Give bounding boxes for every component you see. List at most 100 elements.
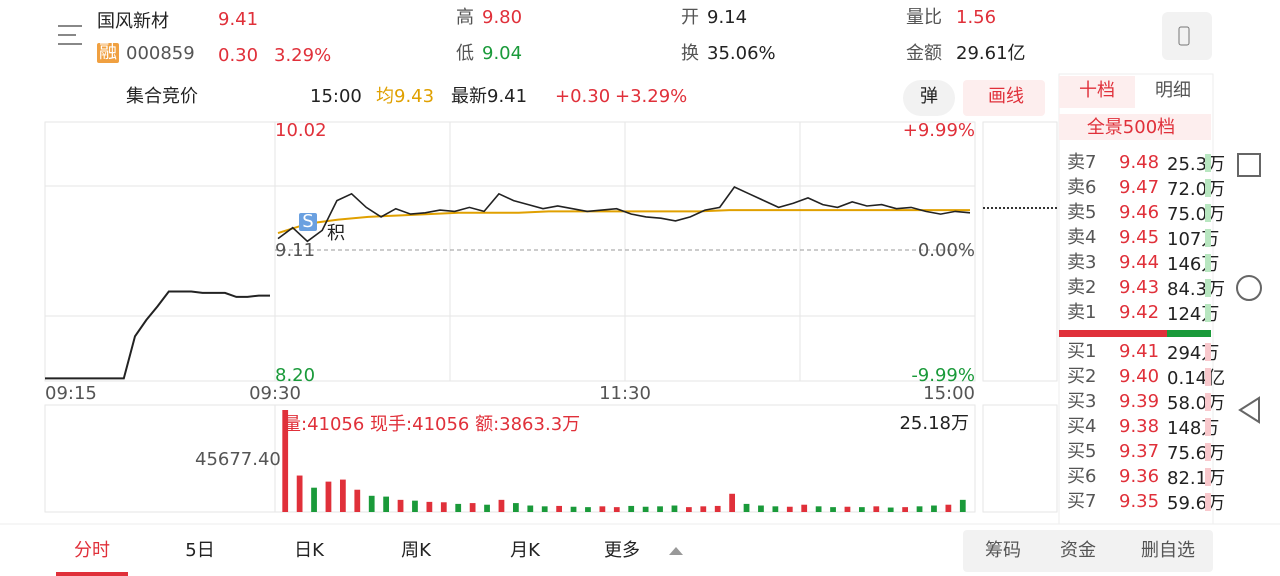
volume-bar — [556, 505, 563, 512]
book-label: 买7 — [1067, 491, 1096, 512]
book-volume: 82.1万 — [1167, 468, 1225, 489]
bottom-tab[interactable]: 日K — [294, 540, 325, 561]
book-volume-bar — [1205, 204, 1211, 222]
bottom-tab[interactable]: 周K — [401, 540, 432, 561]
time-label: 09:30 — [249, 383, 301, 404]
bottom-tab[interactable]: 月K — [510, 540, 541, 561]
subtab[interactable]: 全景500档 — [1087, 117, 1175, 138]
book-volume-bar — [1205, 304, 1211, 322]
stock-name: 国风新材 — [97, 11, 169, 32]
menu-icon[interactable] — [58, 25, 82, 45]
volume-bar — [743, 503, 750, 512]
book-price: 9.37 — [1119, 441, 1159, 462]
tab[interactable]: 十档 — [1079, 80, 1115, 101]
tab-active-bg — [1059, 76, 1135, 108]
volume-bar — [786, 506, 793, 512]
stat-value: 35.06% — [707, 43, 776, 64]
avg: 均9.43 — [376, 86, 434, 107]
book-volume: 25.3万 — [1167, 154, 1225, 175]
book-volume-bar — [1205, 493, 1211, 511]
stat-value: 9.80 — [482, 7, 522, 28]
bottom-tab[interactable]: 5日 — [185, 540, 214, 561]
volume-bar — [931, 505, 937, 512]
book-label: 买2 — [1067, 366, 1096, 387]
stat-value: 9.14 — [707, 7, 747, 28]
bottom-buttons-bg — [963, 530, 1213, 572]
volume-bar — [354, 489, 361, 512]
volume-bar — [282, 410, 289, 512]
volume-bar — [772, 506, 779, 512]
time-label: 09:15 — [45, 383, 97, 404]
volume-bar — [426, 501, 433, 512]
book-price: 9.40 — [1119, 366, 1159, 387]
draw-button[interactable] — [963, 80, 1045, 116]
bottom-tab[interactable]: 分时 — [74, 540, 110, 561]
book-volume-bar — [1205, 368, 1211, 386]
volume-bar — [642, 506, 649, 512]
volume-bar — [527, 505, 534, 512]
book-volume-bar — [1205, 279, 1211, 297]
book-volume: 84.3万 — [1167, 279, 1225, 300]
book-volume: 146万 — [1167, 254, 1219, 275]
buy-bar — [1167, 330, 1211, 337]
volume-text: 量:41056 现手:41056 额:3863.3万 — [283, 414, 580, 435]
volume-bar — [873, 506, 880, 512]
bottom-button[interactable]: 删自选 — [1141, 540, 1195, 561]
book-volume-bar — [1205, 443, 1211, 461]
device-button[interactable] — [1162, 12, 1212, 60]
bottom-button[interactable]: 筹码 — [985, 540, 1021, 561]
info-pct: +3.29% — [615, 86, 687, 107]
draw-label[interactable]: 画线 — [988, 86, 1024, 107]
book-label: 卖3 — [1067, 252, 1096, 273]
volume-bar — [585, 507, 591, 512]
book-volume-bar — [1205, 393, 1211, 411]
book-volume: 0.14亿 — [1167, 368, 1225, 389]
stat-label: 高 — [456, 7, 474, 28]
bottom-button[interactable]: 资金 — [1060, 540, 1096, 561]
more-arrow — [669, 547, 683, 555]
stat-label: 量比 — [906, 7, 942, 28]
book-volume: 72.0万 — [1167, 179, 1225, 200]
volume-bar — [339, 479, 346, 512]
volume-bar — [844, 506, 851, 512]
auction-volume: 45677.40 — [195, 449, 281, 470]
volume-bar — [858, 507, 865, 512]
volume-bar — [830, 507, 836, 512]
tab[interactable]: 明细 — [1155, 80, 1191, 101]
pct-top: +9.99% — [903, 120, 975, 141]
sell-bar — [1059, 330, 1167, 337]
nav-back[interactable] — [1238, 396, 1260, 424]
book-volume: 58.0万 — [1167, 393, 1225, 414]
stat-label: 换 — [681, 43, 699, 64]
marker-ji: 积 — [327, 223, 345, 244]
change: 0.30 — [218, 45, 258, 66]
grid — [44, 121, 1058, 513]
badge: 融 — [99, 42, 117, 63]
volume-bar — [325, 481, 332, 512]
pop-button[interactable] — [903, 80, 955, 116]
pct-bottom: -9.99% — [911, 365, 975, 386]
book-label: 买4 — [1067, 416, 1096, 437]
book-label: 卖7 — [1067, 152, 1096, 173]
volume-bar — [758, 505, 764, 512]
bottom-tab[interactable]: 更多 — [604, 540, 640, 561]
book-volume: 75.6万 — [1167, 443, 1225, 464]
nav-recent[interactable] — [1237, 153, 1261, 177]
nav-home[interactable] — [1236, 275, 1262, 301]
volume-bar — [440, 502, 447, 512]
marker-s: S — [302, 211, 313, 232]
volume-bar — [657, 506, 663, 512]
volume-bar — [412, 500, 418, 512]
time: 15:00 — [310, 86, 362, 107]
pop-label[interactable]: 弹 — [920, 86, 938, 107]
book-volume-bar — [1205, 229, 1211, 247]
book-volume: 294万 — [1167, 343, 1219, 364]
pct-mid: 0.00% — [918, 240, 975, 261]
volume-bar — [397, 499, 404, 512]
volume-bar — [916, 506, 923, 512]
book-label: 买6 — [1067, 466, 1096, 487]
book-price: 9.43 — [1119, 277, 1159, 298]
book-label: 卖5 — [1067, 202, 1096, 223]
book-volume-bar — [1205, 343, 1211, 361]
stat-value: 9.04 — [482, 43, 522, 64]
